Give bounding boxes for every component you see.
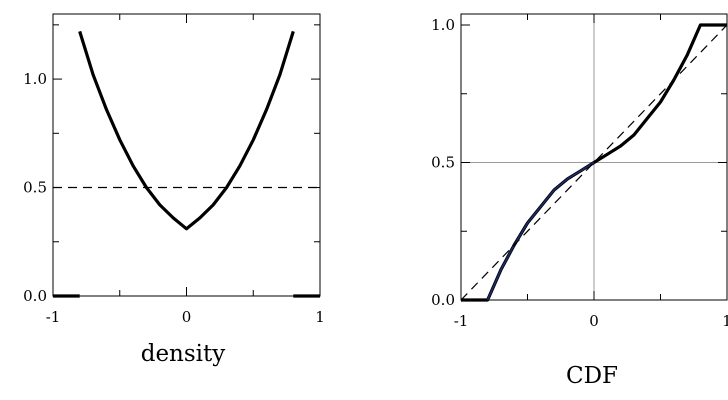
density-frame <box>52 13 321 297</box>
density-panel: -1 0 1 0.0 0.5 1.0 density <box>23 13 325 367</box>
cdf-xtick-label: 0 <box>589 312 599 330</box>
density-xtick-label: -1 <box>46 308 61 326</box>
density-xtick-label: 1 <box>315 308 325 326</box>
cdf-ytick-label: 0.0 <box>431 291 455 309</box>
cdf-title: CDF <box>566 363 618 389</box>
density-ytick-label: 0.5 <box>23 179 47 197</box>
density-xtick-label: 0 <box>182 308 192 326</box>
cdf-ytick-label: 1.0 <box>431 16 455 34</box>
cdf-ytick-label: 0.5 <box>431 154 455 172</box>
density-ytick-label: 1.0 <box>23 70 47 88</box>
cdf-xtick-label: -1 <box>454 312 469 330</box>
density-series-line-1 <box>78 30 295 231</box>
cdf-xtick-label: 1 <box>722 312 728 330</box>
cdf-panel: -1 0 1 0.0 0.5 1.0 CDF <box>431 13 728 389</box>
density-title: density <box>141 341 226 367</box>
density-ytick-label: 0.0 <box>23 287 47 305</box>
cdf-series-line-2 <box>486 161 595 301</box>
cdf-series-line-3 <box>460 24 728 301</box>
